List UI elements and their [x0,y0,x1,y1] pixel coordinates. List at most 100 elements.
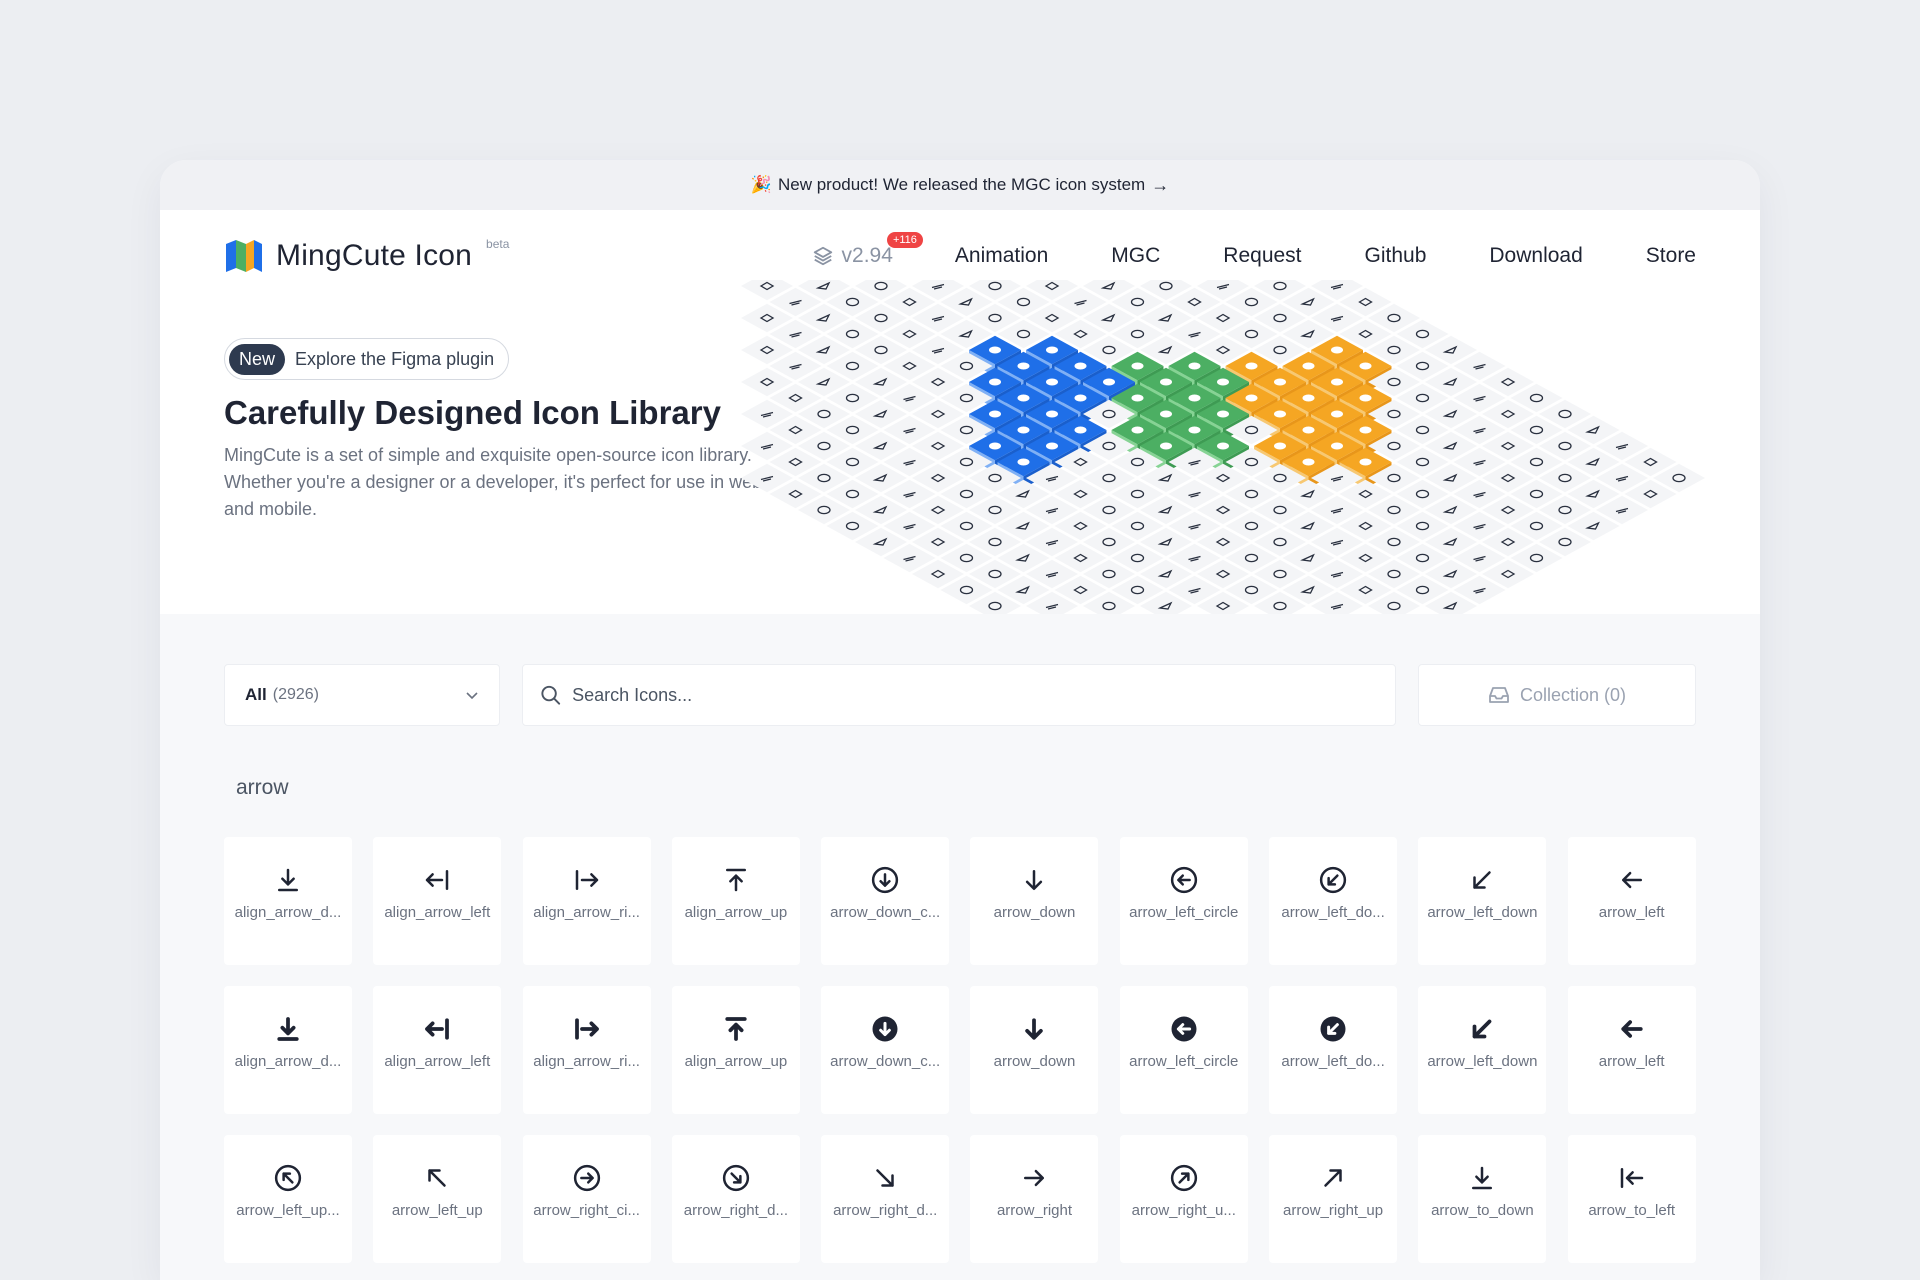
iso-tile-icon [989,346,1001,354]
iso-glyph [817,409,831,419]
nav-link-animation[interactable]: Animation [954,244,1049,267]
iso-glyph [1358,489,1373,499]
iso-tile [940,479,993,509]
section-heading: arrow [236,776,289,799]
search-input[interactable] [572,684,1379,706]
iso-tile [1510,415,1563,445]
icon-card[interactable]: arrow_right_u... [1119,1135,1248,1263]
icon-card[interactable]: arrow_down_c... [821,986,950,1114]
icon-card[interactable]: arrow_left_up [373,1135,502,1263]
top-nav: MingCute Icon beta v2.94 +116 Animation … [224,232,1696,276]
nav-link-download[interactable]: Download [1489,244,1583,267]
nav-link-github[interactable]: Github [1364,244,1427,267]
iso-glyph [1100,281,1116,290]
iso-glyph [1358,553,1373,563]
iso-tile [1083,280,1135,301]
icon-card[interactable]: align_arrow_d... [224,986,352,1114]
iso-tile [1653,463,1705,493]
icon-card[interactable]: align_arrow_left [373,837,502,965]
icon-card[interactable]: align_arrow_up [671,986,800,1114]
iso-tile [912,463,964,493]
version-indicator[interactable]: v2.94 +116 [812,232,923,268]
icon-card[interactable]: arrow_left_up... [224,1135,352,1263]
iso-glyph [1358,329,1373,339]
iso-tile [741,303,793,333]
icon-card[interactable]: arrow_down [970,986,1099,1114]
iso-glyph [1643,489,1658,499]
hero-title: Carefully Designed Icon Library [224,394,721,431]
icon-card[interactable]: arrow_down_c... [821,837,950,965]
icon-card[interactable]: arrow_to_down [1418,1135,1547,1263]
iso-tile [1339,479,1392,509]
icon-card[interactable]: arrow_left [1567,986,1696,1114]
icon-card[interactable]: arrow_left_down [1418,986,1547,1114]
nav-link-mgc[interactable]: MGC [1111,244,1161,267]
iso-glyph [1585,457,1600,466]
iso-glyph [903,459,916,466]
nav-link-store[interactable]: Store [1645,244,1696,267]
iso-glyph [1102,345,1116,355]
iso-glyph [1558,473,1572,483]
mingcute-logo-icon [226,240,262,272]
iso-glyph [1473,523,1486,530]
icon-card[interactable]: arrow_left_do... [1269,837,1398,965]
iso-glyph [1500,569,1516,579]
icon-card[interactable]: arrow_right_ci... [522,1135,651,1263]
iso-glyph [1415,521,1430,531]
iso-tile [1396,319,1449,349]
iso-glyph [903,491,916,498]
iso-glyph [1073,553,1088,563]
iso-glyph [788,457,803,467]
icon-card[interactable]: arrow_to_left [1567,1135,1696,1263]
announcement-text[interactable]: New product! We released the MGC icon sy… [777,175,1146,194]
iso-glyph [1215,569,1231,579]
iso-tile [1140,463,1192,493]
icon-card[interactable]: arrow_right_d... [821,1135,950,1263]
icon-card[interactable]: arrow_right [970,1135,1099,1263]
iso-glyph [760,475,774,482]
iso-glyph [930,377,946,387]
icon-card[interactable]: arrow_left_circle [1119,837,1248,965]
iso-glyph [1473,427,1486,434]
iso-glyph [1102,569,1116,579]
iso-tile [997,287,1050,317]
icon-card[interactable]: arrow_left_down [1418,837,1547,965]
icon-card[interactable]: arrow_right_d... [671,1135,800,1263]
icon-card[interactable]: align_arrow_up [671,837,800,965]
iso-tile-icon [1188,362,1201,370]
arrow-to-left-icon [1620,1168,1643,1188]
iso-glyph [1215,601,1231,611]
icon-card[interactable]: arrow_left_do... [1269,986,1398,1114]
icon-card-name: align_arrow_d... [234,904,342,921]
iso-glyph [1045,603,1059,610]
icon-card[interactable]: arrow_left [1567,837,1696,965]
nav-link-request[interactable]: Request [1223,244,1302,267]
collection-button[interactable]: Collection (0) [1418,664,1696,726]
iso-glyph [1100,313,1116,322]
figma-plugin-link[interactable]: New Explore the Figma plugin [224,338,510,380]
logo[interactable]: MingCute Icon beta [224,237,509,273]
align-arrow-up-icon [725,868,746,892]
icon-card[interactable]: align_arrow_left [373,986,502,1114]
icon-card[interactable]: arrow_right_up [1269,1135,1398,1263]
iso-glyph [931,347,945,354]
iso-tile [1510,383,1563,413]
iso-glyph [1244,553,1259,563]
icon-card[interactable]: align_arrow_d... [224,837,352,965]
arrow-right-icon[interactable]: → [1151,174,1170,195]
iso-glyph [789,331,802,338]
iso-glyph [1130,457,1145,467]
icon-card[interactable]: align_arrow_ri... [522,986,651,1114]
iso-tile [1396,415,1449,445]
search-box[interactable] [522,664,1396,726]
iso-tile [855,367,907,397]
icon-card[interactable]: arrow_down [970,837,1099,965]
iso-glyph [959,393,974,403]
iso-glyph [1157,505,1173,514]
announcement-bar[interactable]: 🎉 New product! We released the MGC icon … [160,160,1760,210]
icon-card[interactable]: arrow_left_circle [1119,986,1248,1114]
iso-tile-icon [1217,442,1229,450]
category-select[interactable]: All (2926) [224,664,500,726]
icon-card[interactable]: align_arrow_ri... [522,837,651,965]
iso-glyph [1102,505,1116,515]
